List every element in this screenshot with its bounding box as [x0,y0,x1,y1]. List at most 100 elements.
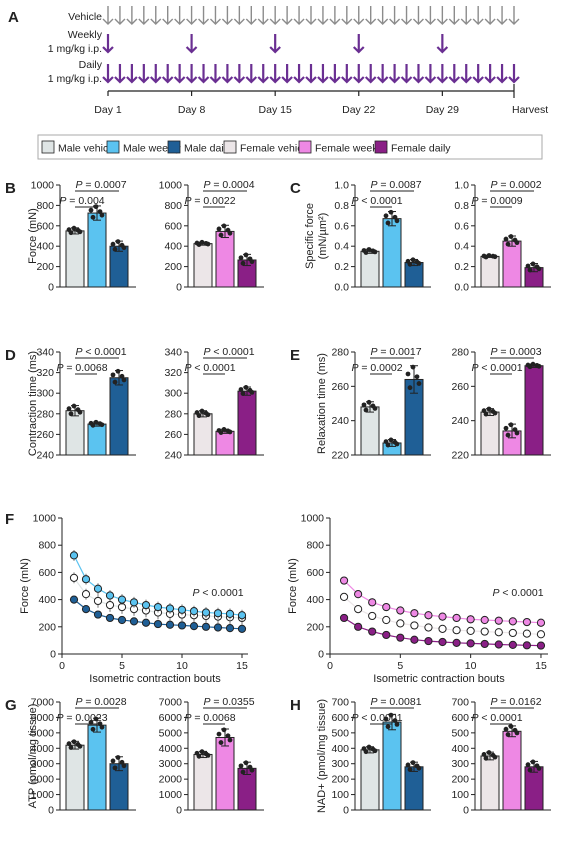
schedule-arrow [412,6,424,25]
schedule-arrow [269,34,281,54]
data-point [218,232,224,238]
schedule-arrow [305,64,317,84]
y-axis-label: Contraction time (ms) [27,351,39,456]
data-point [194,410,200,415]
y-tick-label: 0.2 [334,261,349,273]
schedule-arrow [508,6,520,25]
data-point [503,236,509,242]
y-tick-label: 280 [451,347,469,359]
bar [360,406,380,456]
data-point [117,595,127,604]
schedule-row-label: Daily [79,59,103,71]
data-point [416,381,422,386]
data-point [514,430,520,436]
data-point [396,619,405,628]
p-value-label: P < 0.0001 [492,587,543,599]
data-point [227,429,233,435]
data-point [494,640,503,649]
data-point [361,402,367,408]
data-point [522,617,532,627]
schedule-arrow [472,6,484,25]
data-point [177,621,187,630]
arrow-head [364,76,377,84]
arrow-head [138,18,150,25]
x-tick-label: 10 [465,660,477,672]
data-point [452,613,461,623]
schedule-arrow [102,6,114,25]
arrow-head [436,46,449,54]
schedule-arrow [233,64,246,84]
p-value-label: P = 0.004 [59,195,104,207]
data-point [416,261,422,266]
data-point [105,613,115,623]
data-point [492,754,498,760]
data-point [486,406,492,412]
day-tick-label: Day 29 [426,104,459,116]
bar [360,250,380,288]
data-point [110,758,116,764]
arrow-head [496,76,508,84]
data-point [536,766,542,771]
data-point [110,241,116,247]
y-tick-label: 200 [331,774,349,786]
data-point [194,750,200,756]
legend-swatch [298,140,312,154]
data-point [177,605,187,614]
data-point [508,640,517,649]
data-point [68,745,74,750]
schedule-arrow [388,64,401,84]
data-point [410,760,416,766]
schedule-arrow [341,64,353,84]
y-tick-label: 600 [451,712,469,724]
data-point [368,611,377,621]
y-tick-label: 0 [463,805,469,817]
data-point [112,765,118,771]
data-point [99,212,105,218]
y-tick-label: 200 [451,774,469,786]
bar [215,736,235,811]
arrow-head [376,76,389,84]
y-tick-label: 800 [38,540,56,552]
bar [87,212,107,288]
data-point [121,245,127,251]
data-point [93,584,103,593]
arrow-head [293,18,305,25]
data-point [201,608,211,617]
y-tick-label: 0 [343,805,349,817]
schedule-arrow [198,6,210,25]
data-point [536,641,546,650]
data-point [410,257,416,263]
y-tick-label: 5000 [31,727,55,739]
data-point [141,600,151,610]
arrow-head [424,18,436,25]
y-tick-label: 7000 [31,697,55,709]
bar [65,230,85,288]
data-point [238,387,244,392]
legend-swatch [374,140,388,154]
schedule-arrow [376,64,389,84]
schedule-arrow [149,64,162,84]
y-axis-label: Relaxation time (ms) [316,353,328,454]
harvest-label: Harvest [512,104,548,116]
x-tick-label: 15 [236,660,248,672]
y-tick-label: 100 [451,789,469,801]
bar [193,753,213,811]
data-point [525,263,531,269]
data-point [405,762,411,768]
arrow-head [341,18,353,25]
bar [237,390,257,456]
data-point [68,411,74,417]
data-point [221,727,227,733]
bar [382,721,402,811]
arrow-head [305,18,317,25]
bar [382,218,402,288]
data-point [508,422,514,428]
data-point [243,252,249,258]
legend-swatch [167,140,181,154]
p-value-label: P = 0.0068 [184,712,235,724]
arrow-head [448,76,461,84]
schedule-arrow [233,6,245,25]
schedule-arrow [436,64,449,84]
p-value-label: P = 0.0068 [56,362,107,374]
p-value-label: P = 0.0355 [203,696,254,708]
